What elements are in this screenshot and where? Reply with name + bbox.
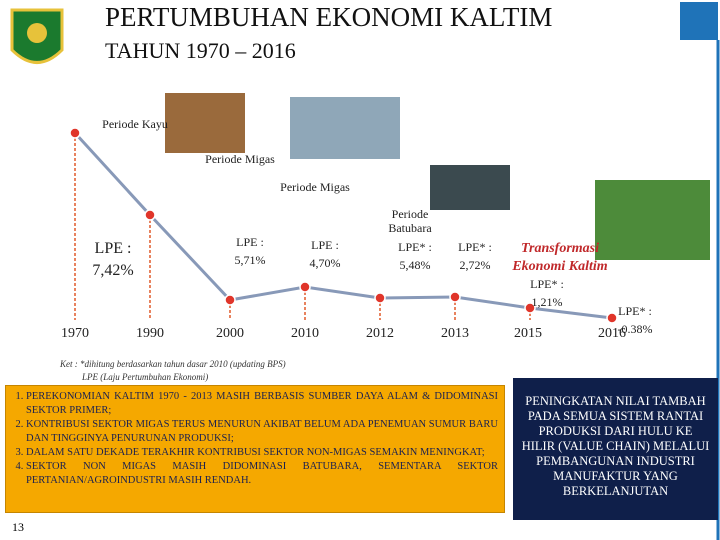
lpe-value: 1,21% xyxy=(531,295,563,309)
corner-icon xyxy=(680,2,718,40)
lpe-label: LPE* : 5,48% xyxy=(380,238,450,274)
trend-line xyxy=(73,131,613,320)
lpe-value: 2,72% xyxy=(459,258,491,272)
lpe-name: LPE* : xyxy=(398,240,432,254)
lpe-label: LPE : 5,71% xyxy=(215,233,285,269)
photo-palm xyxy=(595,180,710,260)
strategy-box: PENINGKATAN NILAI TAMBAH PADA SEMUA SIST… xyxy=(513,378,718,520)
note: Ket : *dihitung berdasarkan tahun dasar … xyxy=(60,359,286,369)
year-label: 2013 xyxy=(441,326,469,341)
year-label: 1970 xyxy=(61,326,89,341)
title: PERTUMBUHAN EKONOMI KALTIM xyxy=(105,2,553,32)
photo-wood xyxy=(165,93,245,153)
lpe-label: LPE* : -0.38% xyxy=(600,302,670,338)
year-label: 2016 xyxy=(598,326,626,341)
photo-coal xyxy=(430,165,510,210)
period-label: Periode Migas xyxy=(280,180,350,194)
key-point: DALAM SATU DEKADE TERAKHIR KONTRIBUSI SE… xyxy=(26,446,498,460)
key-points: PEREKONOMIAN KALTIM 1970 - 2013 MASIH BE… xyxy=(5,385,505,513)
lpe-name: LPE* : xyxy=(618,304,652,318)
key-point: SEKTOR NON MIGAS MASIH DIDOMINASI BATUBA… xyxy=(26,460,498,488)
lpe-value: 5,48% xyxy=(399,258,431,272)
period-label: Periode Batubara xyxy=(388,207,432,235)
year-label: 2015 xyxy=(514,326,542,341)
lpe-label: LPE* : 1,21% xyxy=(512,275,582,311)
lpe-value: 5,71% xyxy=(234,253,266,267)
lpe-value: -0.38% xyxy=(617,322,653,336)
lpe-value: 4,70% xyxy=(309,256,341,270)
note: LPE (Laju Pertumbuhan Ekonomi) xyxy=(82,372,209,382)
lpe-name: LPE : xyxy=(94,240,132,257)
year-label: 1990 xyxy=(136,326,164,341)
lpe-label: LPE* : 2,72% xyxy=(440,238,510,274)
lpe-name: LPE : xyxy=(236,235,264,249)
key-point: KONTRIBUSI SEKTOR MIGAS TERUS MENURUN AK… xyxy=(26,418,498,446)
page-number: 13 xyxy=(12,520,24,534)
year-label: 2000 xyxy=(216,326,244,341)
logo-emblem xyxy=(27,23,47,43)
lpe-name: LPE* : xyxy=(530,277,564,291)
lpe-name: LPE* : xyxy=(458,240,492,254)
subtitle: TAHUN 1970 – 2016 xyxy=(105,38,296,63)
lpe-name: LPE : xyxy=(311,238,339,252)
period-label: Periode Migas xyxy=(205,152,275,166)
lpe-label: LPE : 7,42% xyxy=(78,238,148,282)
lpe-label: LPE : 4,70% xyxy=(290,236,360,272)
photo-oil xyxy=(290,97,400,159)
trend-points xyxy=(69,127,618,324)
year-label: 2012 xyxy=(366,326,394,341)
period-label: Periode Kayu xyxy=(102,117,168,131)
key-point: PEREKONOMIAN KALTIM 1970 - 2013 MASIH BE… xyxy=(26,390,498,418)
year-label: 2010 xyxy=(291,326,319,341)
transformation-label: Transformasi Ekonomi Kaltim xyxy=(512,241,608,274)
lpe-value: 7,42% xyxy=(92,262,134,279)
